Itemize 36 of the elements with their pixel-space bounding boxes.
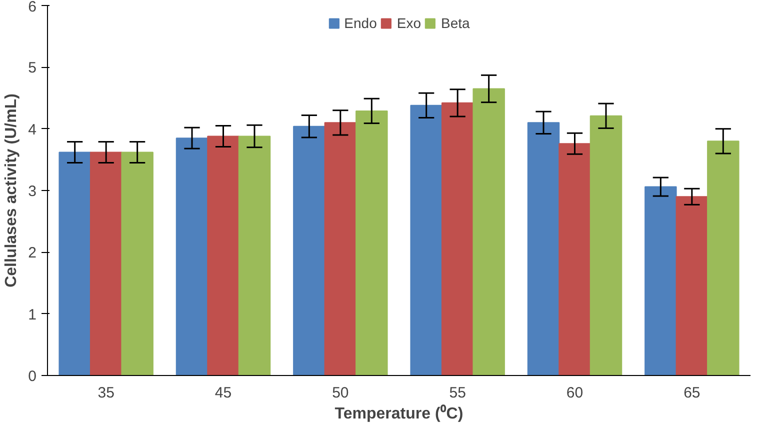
- x-tick-label: 45: [214, 384, 232, 402]
- y-tick-label: 0: [28, 368, 36, 385]
- bar: [644, 186, 677, 376]
- bar: [293, 126, 326, 376]
- bar: [558, 143, 591, 376]
- x-axis-title: Temperature (⁰C): [334, 404, 464, 422]
- y-tick-label: 2: [28, 244, 36, 262]
- legend-label: Endo: [344, 15, 377, 31]
- bar: [324, 122, 357, 376]
- bar: [441, 102, 474, 376]
- y-tick-label: 6: [28, 0, 36, 16]
- legend-label: Exo: [396, 15, 422, 31]
- bar: [238, 136, 271, 376]
- bar: [207, 136, 240, 376]
- bar: [590, 115, 622, 376]
- bar: [472, 88, 505, 376]
- x-tick-label: 65: [684, 384, 700, 402]
- x-tick-label: 50: [332, 384, 349, 402]
- y-tick-label: 1: [28, 306, 36, 324]
- bar: [58, 152, 91, 376]
- bar: [90, 152, 122, 376]
- legend-label: Beta: [441, 15, 470, 31]
- y-tick-label: 4: [28, 121, 36, 138]
- bar: [121, 152, 154, 376]
- bar: [410, 104, 442, 376]
- y-tick-label: 3: [28, 183, 36, 200]
- x-tick-label: 35: [98, 384, 114, 402]
- bar: [176, 138, 208, 376]
- x-tick-label: 60: [566, 384, 584, 402]
- bar: [356, 110, 388, 376]
- x-tick-label: 55: [449, 384, 466, 402]
- bar: [707, 140, 740, 376]
- bar: [527, 122, 560, 376]
- y-axis-title: Cellulases activity (U/mL): [3, 94, 20, 288]
- bar: [676, 196, 708, 376]
- y-tick-label: 5: [28, 60, 36, 77]
